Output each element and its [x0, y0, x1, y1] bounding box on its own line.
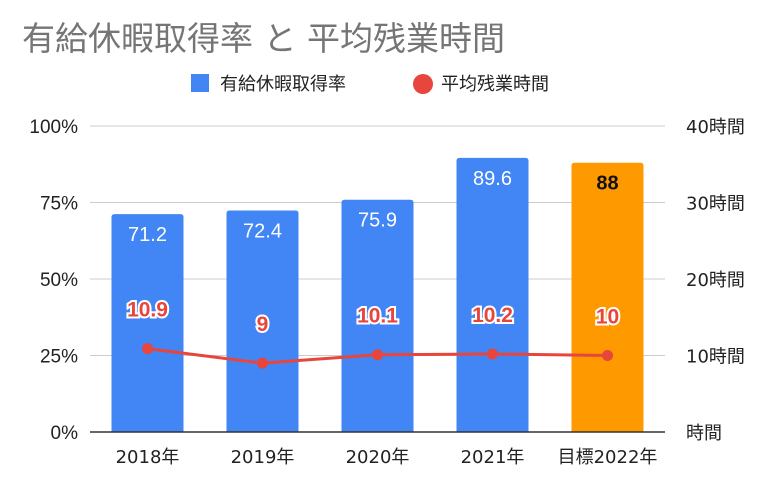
category-label: 2021年 — [461, 447, 525, 468]
category-label: 2018年 — [116, 447, 180, 468]
line-data-labels: 10.9 9 10.1 10.2 10 — [125, 297, 621, 339]
line-point — [372, 349, 383, 361]
line-data-label: 9 — [257, 313, 269, 336]
bar-data-label: 72.4 — [243, 220, 282, 242]
bar — [571, 162, 644, 432]
right-tick-label: 10時間 — [686, 347, 745, 368]
right-tick-label: 30時間 — [686, 194, 745, 215]
legend-swatch-bar — [191, 74, 209, 92]
line-data-label: 10.1 — [357, 305, 398, 328]
line-point — [142, 343, 153, 355]
line-point — [487, 348, 498, 360]
left-tick-label: 100% — [29, 117, 78, 138]
category-label: 2020年 — [346, 447, 410, 468]
legend-label-line: 平均残業時間 — [441, 74, 549, 95]
bar-data-label: 88 — [596, 173, 618, 195]
bar-data-labels: 71.2 72.4 75.9 89.6 88 — [128, 168, 619, 246]
line-point — [602, 350, 613, 361]
legend: 有給休暇取得率 平均残業時間 — [191, 74, 549, 95]
line-data-label: 10 — [596, 306, 619, 329]
right-tick-label: 40時間 — [686, 117, 745, 138]
left-tick-label: 0% — [51, 423, 79, 444]
bar-data-label: 89.6 — [473, 168, 512, 190]
bar — [456, 157, 529, 432]
legend-label-bar: 有給休暇取得率 — [220, 74, 346, 95]
bar-series — [111, 157, 644, 432]
left-tick-label: 50% — [40, 270, 78, 291]
category-label: 2019年 — [231, 447, 295, 468]
bar-data-label: 75.9 — [358, 210, 397, 232]
right-tick-label: 時間 — [686, 423, 722, 444]
line-series — [142, 343, 613, 369]
bar — [226, 210, 299, 432]
bar — [341, 199, 414, 432]
line-point — [257, 357, 268, 369]
category-labels: 2018年 2019年 2020年 2021年 目標2022年 — [116, 447, 658, 468]
bar — [111, 214, 184, 432]
category-label: 目標2022年 — [558, 447, 658, 468]
chart-title: 有給休暇取得率 と 平均残業時間 — [22, 19, 505, 58]
right-tick-label: 20時間 — [686, 270, 745, 291]
legend-swatch-line — [413, 74, 433, 94]
line-data-label: 10.2 — [472, 304, 513, 327]
right-axis-ticks: 時間 10時間 20時間 30時間 40時間 — [686, 117, 745, 444]
left-axis-ticks: 0% 25% 50% 75% 100% — [29, 117, 78, 444]
line-data-label: 10.9 — [127, 299, 168, 322]
left-tick-label: 75% — [40, 194, 78, 215]
bar-data-label: 71.2 — [128, 224, 167, 246]
left-tick-label: 25% — [40, 347, 78, 368]
